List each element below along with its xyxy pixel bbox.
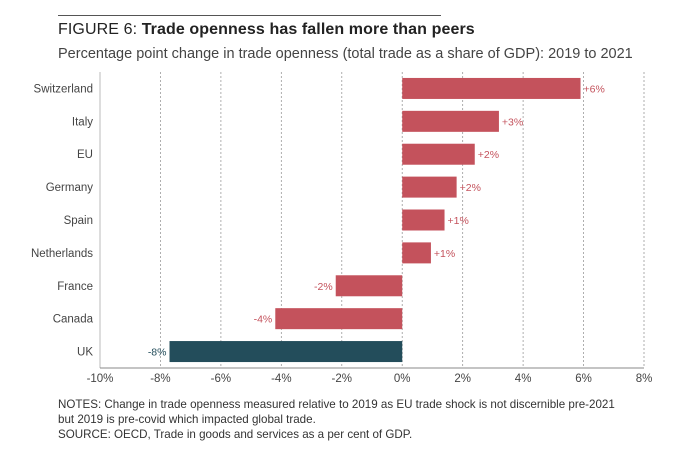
title-rule <box>58 15 441 16</box>
data-label: +3% <box>502 116 523 128</box>
data-label: -2% <box>314 281 333 293</box>
notes-block: NOTES: Change in trade openness measured… <box>58 397 668 442</box>
x-tick-label: 2% <box>454 373 471 385</box>
x-tick-label: 4% <box>515 373 532 385</box>
x-tick-label: -2% <box>332 373 352 385</box>
x-tick-label: -8% <box>150 373 170 385</box>
category-label: Canada <box>53 314 94 326</box>
bar-spain <box>402 209 445 231</box>
figure-subtitle: Percentage point change in trade opennes… <box>58 46 633 62</box>
data-label: +6% <box>584 83 605 95</box>
data-label: -8% <box>148 347 167 359</box>
data-label: +2% <box>460 182 481 194</box>
x-tick-label: -6% <box>211 373 231 385</box>
category-label: EU <box>77 149 93 161</box>
bar-canada <box>275 308 403 330</box>
bar-italy <box>402 110 499 132</box>
figure-title: FIGURE 6: Trade openness has fallen more… <box>58 21 475 39</box>
x-tick-label: 6% <box>575 373 592 385</box>
category-label: Italy <box>72 116 93 128</box>
notes-line-2: but 2019 is pre-covid which impacted glo… <box>58 413 316 426</box>
bar-uk <box>169 341 403 363</box>
data-label: +1% <box>448 215 469 227</box>
category-label: Germany <box>46 182 94 194</box>
bar-netherlands <box>402 242 431 264</box>
x-tick-label: 8% <box>636 373 653 385</box>
bar-germany <box>402 176 457 198</box>
x-tick-label: 0% <box>394 373 411 385</box>
data-label: +1% <box>434 248 455 260</box>
figure-title-text: Trade openness has fallen more than peer… <box>141 21 475 38</box>
data-label: -4% <box>254 314 273 326</box>
source-line: SOURCE: OECD, Trade in goods and service… <box>58 428 413 441</box>
x-tick-label: -4% <box>271 373 291 385</box>
notes-line-1: NOTES: Change in trade openness measured… <box>58 398 615 411</box>
category-label: Spain <box>64 215 93 227</box>
category-label: France <box>57 281 93 293</box>
x-tick-label: -10% <box>87 373 114 385</box>
category-label: Netherlands <box>31 248 93 260</box>
bar-switzerland <box>402 77 581 99</box>
category-label: Switzerland <box>34 83 93 95</box>
data-label: +2% <box>478 149 499 161</box>
category-label: UK <box>77 347 93 359</box>
bar-france <box>335 275 403 297</box>
bar-chart: -10% -8% -6% -4% -2% 0% 2% 4% 6% 8% Switzerland +6%… <box>31 72 653 385</box>
figure-number: FIGURE 6: <box>58 21 138 38</box>
bar-eu <box>402 143 475 165</box>
